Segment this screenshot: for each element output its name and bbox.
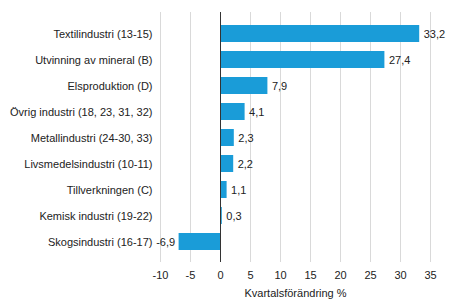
svg-text:5: 5 bbox=[247, 269, 253, 281]
svg-text:Metallindustri (24-30, 33): Metallindustri (24-30, 33) bbox=[31, 132, 153, 144]
svg-text:2,3: 2,3 bbox=[238, 132, 253, 144]
svg-text:25: 25 bbox=[364, 269, 376, 281]
svg-text:-10: -10 bbox=[153, 269, 169, 281]
svg-text:7,9: 7,9 bbox=[272, 80, 287, 92]
svg-text:15: 15 bbox=[304, 269, 316, 281]
svg-text:0: 0 bbox=[217, 269, 223, 281]
svg-text:30: 30 bbox=[394, 269, 406, 281]
svg-text:4,1: 4,1 bbox=[249, 106, 264, 118]
svg-text:-5: -5 bbox=[186, 269, 196, 281]
svg-text:20: 20 bbox=[334, 269, 346, 281]
svg-text:Skogsindustri (16-17): Skogsindustri (16-17) bbox=[48, 236, 153, 248]
svg-text:0,3: 0,3 bbox=[226, 210, 241, 222]
svg-text:Kvartalsförändring %: Kvartalsförändring % bbox=[244, 287, 346, 299]
svg-text:33,2: 33,2 bbox=[424, 28, 445, 40]
svg-text:Kemisk industri (19-22): Kemisk industri (19-22) bbox=[39, 210, 152, 222]
svg-text:10: 10 bbox=[274, 269, 286, 281]
svg-text:Övrig industri (18, 23, 31, 32: Övrig industri (18, 23, 31, 32) bbox=[10, 106, 152, 118]
svg-text:Utvinning av mineral (B): Utvinning av mineral (B) bbox=[35, 54, 152, 66]
svg-text:35: 35 bbox=[424, 269, 436, 281]
svg-text:Livsmedelsindustri (10-11): Livsmedelsindustri (10-11) bbox=[24, 158, 152, 170]
svg-text:Elsproduktion (D): Elsproduktion (D) bbox=[68, 80, 153, 92]
svg-text:-6,9: -6,9 bbox=[156, 236, 175, 248]
svg-text:Tillverkningen (C): Tillverkningen (C) bbox=[67, 184, 153, 196]
svg-text:2,2: 2,2 bbox=[238, 158, 253, 170]
svg-text:27,4: 27,4 bbox=[389, 54, 410, 66]
svg-text:Textilindustri (13-15): Textilindustri (13-15) bbox=[53, 28, 152, 40]
svg-text:1,1: 1,1 bbox=[231, 184, 246, 196]
